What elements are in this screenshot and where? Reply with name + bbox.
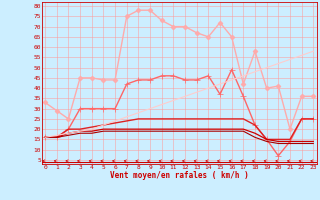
X-axis label: Vent moyen/en rafales ( km/h ): Vent moyen/en rafales ( km/h ) <box>110 171 249 180</box>
